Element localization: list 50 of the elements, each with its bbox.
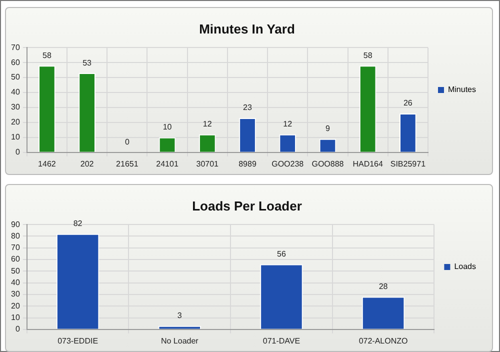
y-tick-label: 0 — [15, 324, 20, 334]
chart-title: Loads Per Loader — [192, 198, 302, 214]
y-tick-label: 10 — [10, 312, 20, 322]
x-tick-label: SIB25971 — [390, 159, 426, 168]
data-label: 12 — [202, 120, 212, 129]
y-tick-label: 0 — [15, 148, 20, 157]
y-tick-label: 70 — [10, 243, 20, 252]
x-tick-label: 30701 — [196, 159, 220, 168]
data-label: 28 — [378, 282, 388, 291]
x-tick-label: 21651 — [116, 159, 139, 168]
x-tick-label: 202 — [80, 159, 94, 168]
data-label: 3 — [177, 311, 182, 320]
x-tick-label: 073-EDDIE — [58, 336, 98, 346]
y-tick-label: 90 — [10, 220, 20, 229]
y-tick-label: 40 — [10, 88, 20, 97]
y-tick-label: 20 — [10, 118, 20, 127]
data-label: 53 — [82, 58, 92, 68]
y-tick-label: 10 — [10, 132, 20, 142]
x-tick-label: GOO888 — [312, 159, 344, 168]
data-label: 23 — [243, 103, 252, 112]
data-label: 0 — [124, 138, 130, 147]
y-tick-label: 40 — [10, 278, 20, 288]
x-tick-label: 24101 — [156, 159, 179, 168]
x-tick-label: HAD164 — [352, 159, 384, 168]
y-tick-label: 70 — [10, 42, 20, 52]
legend-label: Loads — [454, 262, 476, 272]
x-tick-label: GOO238 — [272, 159, 304, 168]
data-label: 12 — [283, 120, 293, 129]
x-tick-label: 1462 — [38, 159, 56, 168]
x-tick-label: 072-ALONZO — [358, 336, 408, 346]
data-label: 58 — [363, 50, 373, 60]
data-label: 26 — [403, 98, 413, 108]
y-tick-label: 30 — [10, 102, 20, 112]
x-tick-label: 071-DAVE — [262, 336, 300, 346]
data-label: 82 — [73, 219, 83, 228]
y-tick-label: 30 — [10, 290, 20, 299]
data-label: 56 — [277, 249, 286, 258]
data-label: 9 — [325, 124, 330, 134]
y-tick-label: 80 — [10, 231, 20, 240]
x-tick-label: No Loader — [160, 336, 199, 346]
data-label: 58 — [42, 50, 52, 60]
y-tick-label: 50 — [10, 72, 20, 82]
y-tick-label: 20 — [10, 301, 20, 310]
x-tick-label: 8989 — [238, 159, 257, 168]
legend-label: Minutes — [448, 85, 476, 94]
y-tick-label: 60 — [10, 58, 20, 67]
y-tick-label: 50 — [10, 266, 20, 276]
y-tick-label: 60 — [10, 254, 20, 264]
chart-title: Minutes In Yard — [199, 21, 295, 36]
data-label: 10 — [162, 122, 172, 132]
